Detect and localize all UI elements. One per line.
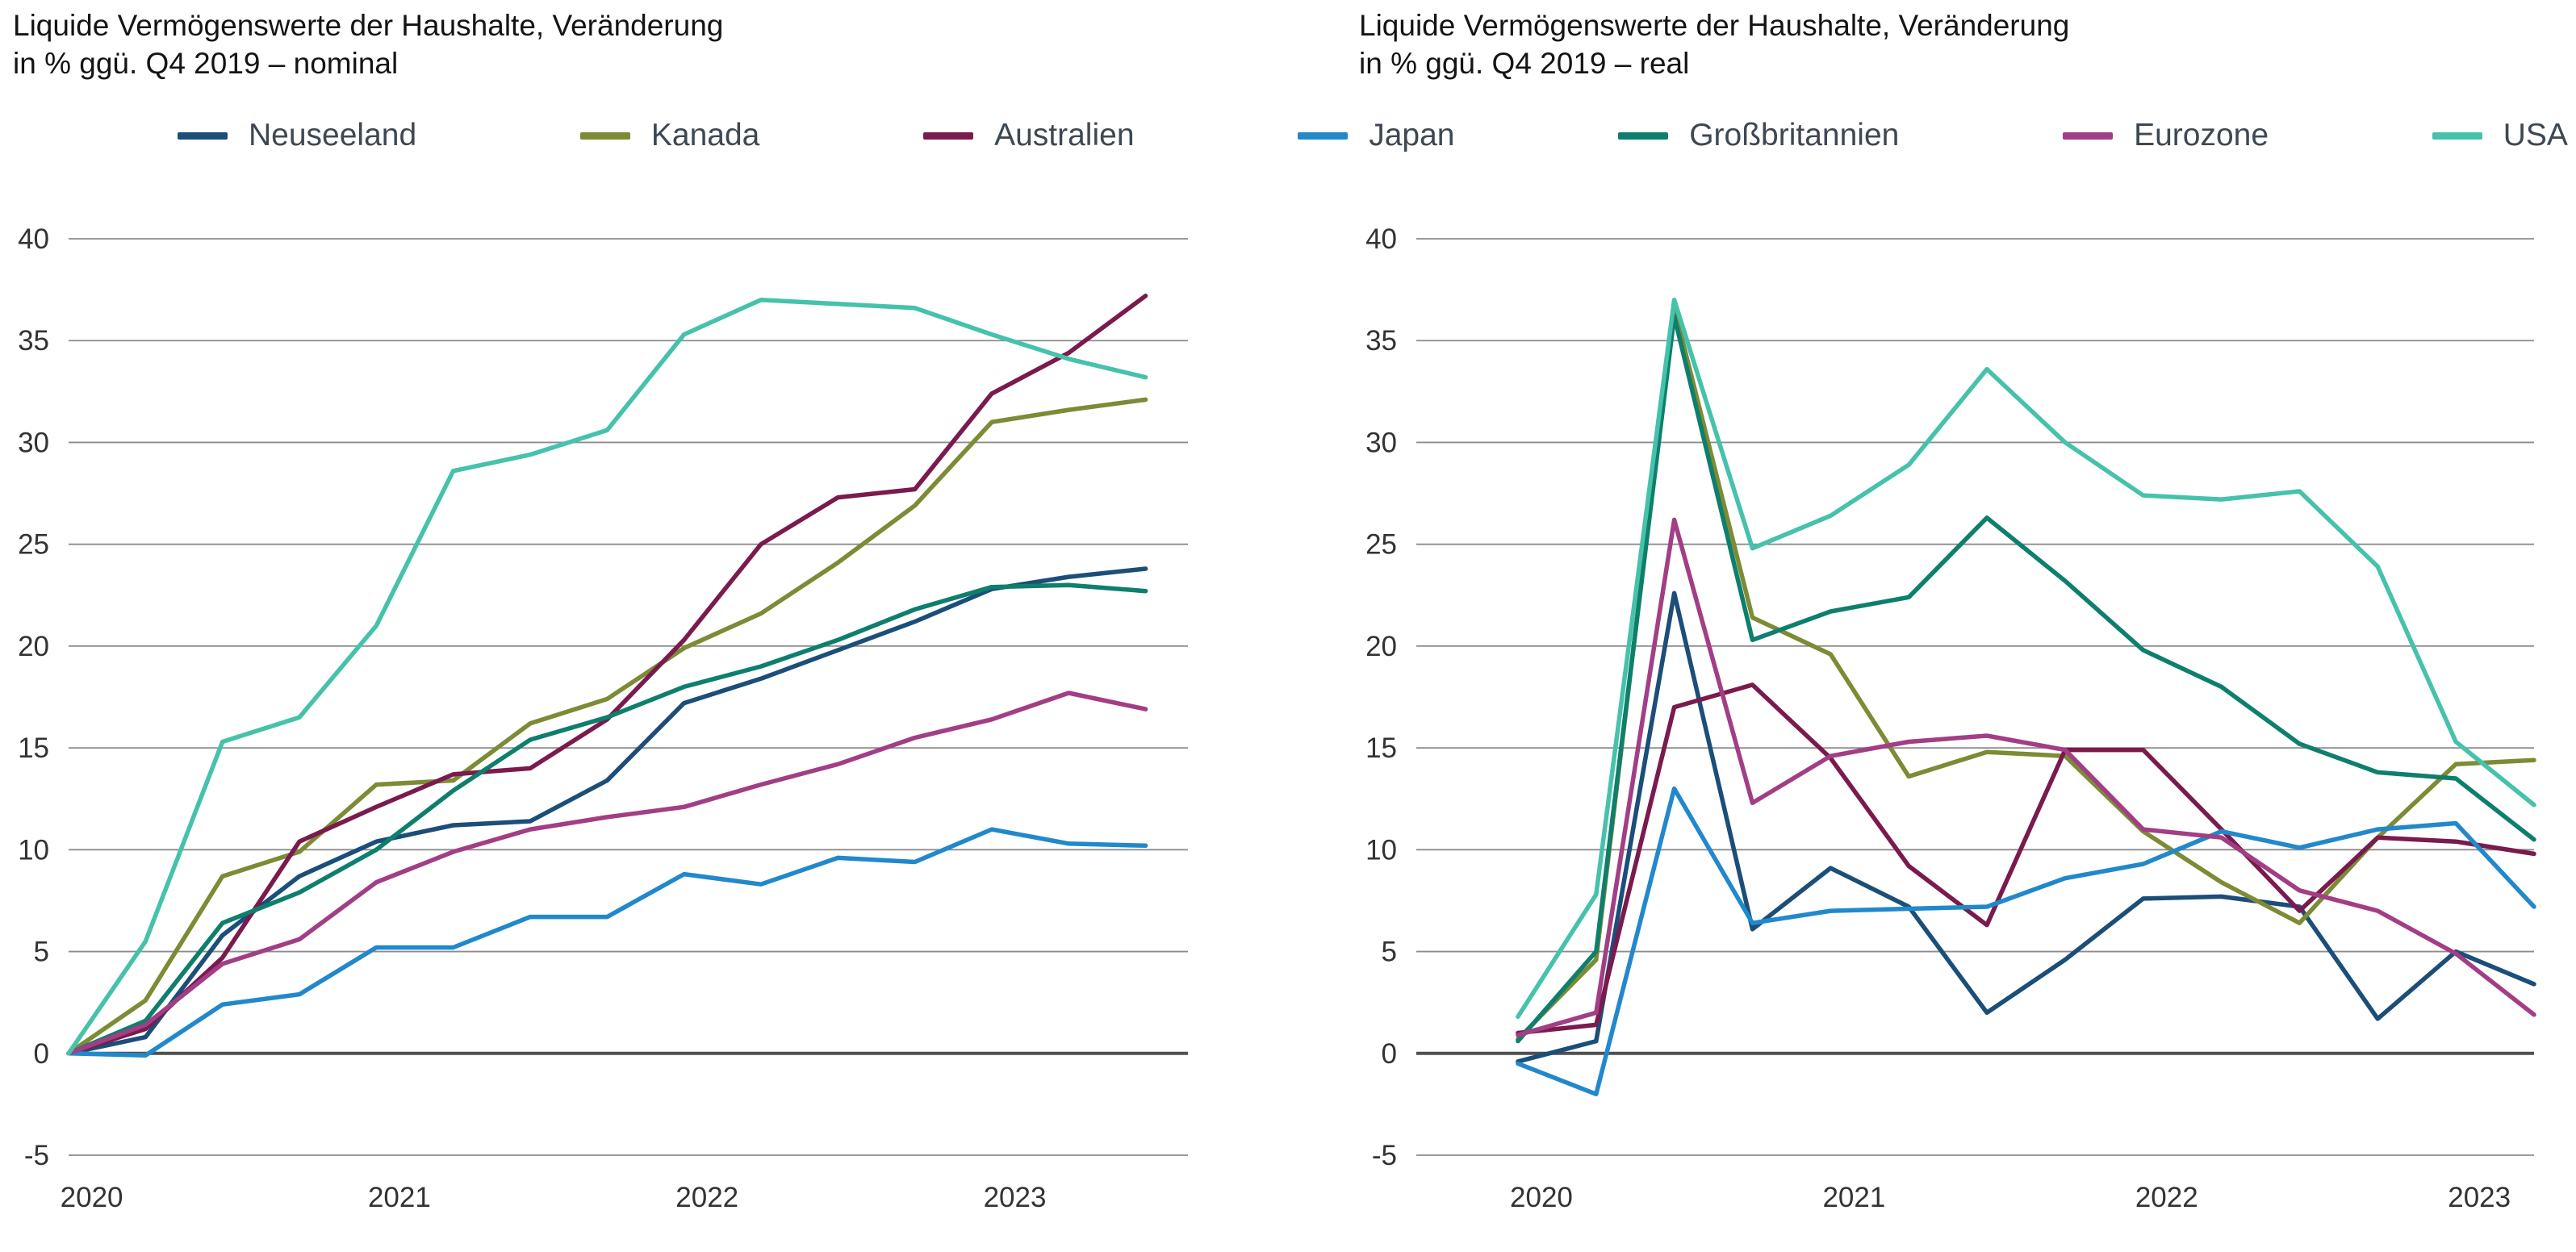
y-axis-tick-label: 10	[1365, 834, 1397, 866]
y-axis-tick-label: 20	[18, 631, 49, 662]
series-line-kanada	[66, 397, 1148, 1056]
series-line-eurozone	[66, 691, 1148, 1056]
y-axis-tick-label: 30	[1365, 427, 1397, 458]
legend-item-grossbritannien: Großbritannien	[1618, 118, 1899, 153]
y-axis-tick-label: 20	[1365, 631, 1397, 662]
legend: Neuseeland Kanada Australien Japan Großbrita…	[178, 118, 2568, 153]
series-line-grossbritannien	[66, 582, 1148, 1056]
legend-item-japan: Japan	[1298, 118, 1455, 153]
series-line-grossbritannien	[1516, 314, 2536, 1044]
x-axis-tick-label: 2021	[368, 1182, 431, 1213]
legend-swatch-japan	[1298, 131, 1349, 140]
legend-item-kanada: Kanada	[579, 118, 760, 153]
x-axis-tick-label: 2021	[1822, 1182, 1885, 1213]
y-axis-tick-label: 15	[1365, 732, 1397, 764]
series-line-eurozone	[1516, 517, 2536, 1037]
x-axis-tick-label: 2023	[2448, 1182, 2511, 1213]
title-line: in % ggü. Q4 2019 – real	[1359, 47, 1690, 80]
legend-swatch-eurozone	[2063, 131, 2114, 140]
series-line-australien	[66, 293, 1148, 1056]
title-line: in % ggü. Q4 2019 – nominal	[13, 47, 399, 80]
legend-swatch-australien	[923, 131, 974, 140]
x-axis-tick-label: 2020	[1510, 1182, 1573, 1213]
series-line-japan	[66, 827, 1148, 1058]
legend-label: Japan	[1369, 118, 1455, 152]
y-axis-tick-label: 35	[18, 325, 49, 357]
legend-item-usa: USA	[2432, 118, 2568, 153]
series-line-usa	[66, 297, 1148, 1056]
legend-label: Kanada	[650, 118, 760, 152]
legend-swatch-usa	[2432, 131, 2482, 140]
series-line-japan	[1516, 786, 2536, 1097]
chart-title-real: Liquide Vermögenswerte der Haushalte, Ve…	[1359, 6, 2069, 82]
legend-swatch-kanada	[579, 131, 630, 140]
y-axis-tick-label: 40	[18, 223, 49, 255]
chart-real: 40 35 30 25 20 15 10 5 0 -5 2020 2021 2022 2023	[1365, 223, 2536, 1213]
series-line-usa	[1516, 297, 2536, 1020]
legend-label: Neuseeland	[249, 118, 417, 152]
y-axis-tick-label: 15	[18, 732, 49, 764]
y-axis-tick-label: -5	[24, 1140, 49, 1171]
legend-swatch-neuseeland	[178, 131, 228, 140]
series-line-kanada	[1516, 306, 2536, 1041]
y-axis-tick-label: 10	[18, 834, 49, 866]
x-axis-tick-label: 2022	[675, 1182, 738, 1213]
x-axis-tick-label: 2022	[2135, 1182, 2198, 1213]
legend-swatch-grossbritannien	[1618, 131, 1669, 140]
title-line: Liquide Vermögenswerte der Haushalte, Ve…	[1359, 9, 2070, 42]
series-line-australien	[1516, 682, 2536, 1036]
y-axis-tick-label: -5	[1372, 1140, 1397, 1171]
legend-label: Großbritannien	[1689, 118, 1900, 152]
legend-item-australien: Australien	[923, 118, 1135, 153]
y-axis-tick-label: 25	[18, 529, 49, 561]
chart-nominal: 40 35 30 25 20 15 10 5 0 -5 2020 2021 2022 2023	[18, 223, 1188, 1213]
legend-label: Australien	[994, 118, 1135, 152]
legend-item-eurozone: Eurozone	[2063, 118, 2269, 153]
title-line: Liquide Vermögenswerte der Haushalte, Ve…	[13, 9, 724, 42]
y-axis-tick-label: 25	[1365, 529, 1397, 561]
y-axis-tick-label: 5	[34, 937, 49, 968]
chart-title-nominal: Liquide Vermögenswerte der Haushalte, Ve…	[13, 6, 723, 82]
y-axis-tick-label: 30	[18, 427, 49, 458]
y-axis-tick-label: 0	[34, 1038, 49, 1070]
series-line-neuseeland	[1516, 591, 2536, 1064]
x-axis-tick-label: 2020	[61, 1182, 123, 1213]
legend-label: USA	[2503, 118, 2568, 152]
y-axis-tick-label: 5	[1382, 937, 1397, 968]
legend-label: Eurozone	[2134, 118, 2269, 152]
y-axis-tick-label: 35	[1365, 325, 1397, 357]
y-axis-tick-label: 0	[1382, 1038, 1397, 1070]
series-line-neuseeland	[66, 566, 1148, 1056]
x-axis-tick-label: 2023	[984, 1182, 1047, 1213]
y-axis-tick-label: 40	[1365, 223, 1397, 255]
legend-item-neuseeland: Neuseeland	[178, 118, 416, 153]
